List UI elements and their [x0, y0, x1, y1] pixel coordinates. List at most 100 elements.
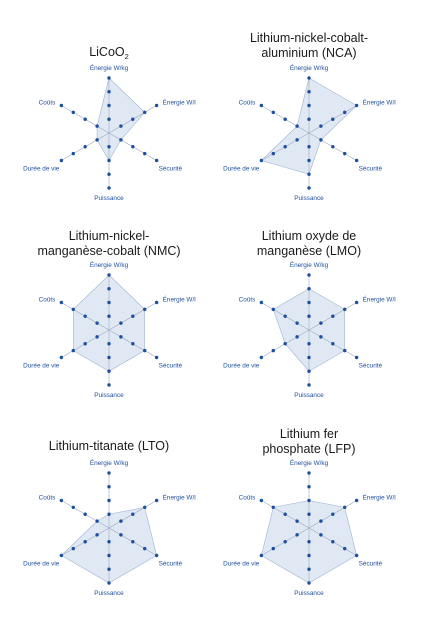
axis-tick-dot — [307, 186, 311, 190]
axis-tick-dot — [307, 355, 311, 360]
axis-tick-dot — [154, 103, 159, 108]
axis-tick-dot — [307, 287, 311, 291]
axis-tick-dot — [307, 553, 311, 558]
axis-tick-dot — [143, 348, 147, 353]
axis-tick-dot — [154, 158, 159, 163]
axis-tick-dot — [107, 485, 111, 489]
axis-tick-dot — [307, 90, 311, 94]
axis-tick-dot — [95, 519, 99, 523]
axis-tick-dot — [131, 540, 135, 544]
axis-tick-dot — [107, 314, 111, 318]
axis-tick-dot — [107, 471, 111, 475]
axis-tick-dot — [71, 348, 75, 353]
axis-label: Durée de vie — [23, 166, 60, 173]
axis-tick-dot — [343, 505, 347, 510]
axis-tick-dot — [307, 369, 311, 373]
axis-label: Coûts — [239, 100, 256, 107]
axis-tick-dot — [107, 186, 111, 190]
axis-tick-dot — [71, 505, 75, 510]
radar-chart-5: Lithium-titanate (LTO) Énergie W/kg Énergi… — [23, 439, 196, 597]
radar-chart-3: Lithium-nickel-manganèse-cobalt (NMC) Éne… — [23, 229, 196, 399]
axis-tick-dot — [331, 540, 335, 544]
axis-tick-dot — [295, 335, 299, 339]
axis-tick-dot — [307, 145, 311, 149]
axis-tick-dot — [107, 540, 111, 544]
axis-label: Coûts — [239, 495, 256, 502]
axis-tick-dot — [307, 342, 311, 346]
axis-tick-dot — [107, 355, 111, 360]
axis-tick-dot — [154, 355, 159, 360]
axis-label: Durée de vie — [23, 363, 60, 370]
radar-area — [96, 77, 146, 162]
axis-tick-dot — [307, 314, 311, 318]
axis-tick-dot — [307, 567, 311, 571]
axis-tick-dot — [143, 151, 147, 156]
axis-label: Énergie W/l — [363, 493, 396, 502]
radar-chart-1: LiCoO2 Énergie W/kg Énergie W/l Sécurité Pui… — [23, 45, 196, 202]
axis-tick-dot — [331, 342, 335, 346]
axis-label: Sécurité — [359, 166, 383, 173]
axis-tick-dot — [331, 117, 335, 121]
axis-tick-dot — [307, 76, 311, 80]
axis-label: Durée de vie — [223, 363, 260, 370]
axis-tick-dot — [259, 553, 264, 558]
axis-tick-dot — [119, 138, 123, 142]
axis-label: Puissance — [94, 195, 124, 202]
axis-tick-dot — [119, 335, 123, 339]
axis-tick-dot — [295, 533, 299, 537]
chart-title-line: manganèse-cobalt (NMC) — [37, 244, 180, 258]
axis-label: Énergie W/l — [363, 98, 396, 107]
axis-tick-dot — [83, 512, 87, 516]
axis-tick-dot — [119, 124, 123, 128]
axis-label: Énergie W/kg — [90, 63, 129, 72]
axis-tick-dot — [119, 519, 123, 523]
axis-tick-dot — [295, 321, 299, 325]
axis-label: Puissance — [294, 392, 324, 399]
axis-tick-dot — [107, 512, 111, 516]
axis-tick-dot — [131, 145, 135, 149]
axis-tick-dot — [107, 90, 111, 94]
axis-label: Sécurité — [159, 166, 183, 173]
axis-tick-dot — [283, 540, 287, 544]
axis-tick-dot — [259, 498, 264, 503]
axis-tick-dot — [307, 540, 311, 544]
chart-title-line: Lithium-nickel-cobalt- — [250, 31, 368, 45]
axis-tick-dot — [131, 342, 135, 346]
axis-tick-dot — [107, 581, 111, 585]
axis-label: Énergie W/kg — [290, 260, 329, 269]
axis-tick-dot — [107, 287, 111, 291]
axis-tick-dot — [143, 110, 147, 115]
axis-tick-dot — [143, 307, 147, 312]
axis-tick-dot — [131, 512, 135, 516]
axis-tick-dot — [71, 151, 75, 156]
axis-label: Sécurité — [359, 363, 383, 370]
axis-tick-dot — [331, 512, 335, 516]
axis-tick-dot — [107, 172, 111, 176]
axis-tick-dot — [154, 300, 159, 305]
radar-chart-2: Lithium-nickel-cobalt-aluminium (NCA) Éne… — [223, 31, 396, 202]
axis-tick-dot — [107, 553, 111, 558]
axis-tick-dot — [95, 533, 99, 537]
axis-label: Sécurité — [159, 561, 183, 568]
axis-tick-dot — [319, 138, 323, 142]
axis-tick-dot — [95, 321, 99, 325]
axis-label: Durée de vie — [223, 561, 260, 568]
axis-tick-dot — [307, 485, 311, 489]
axis-label: Durée de vie — [23, 561, 60, 568]
axis-tick-dot — [343, 110, 347, 115]
axis-tick-dot — [283, 342, 287, 346]
axis-label: Coûts — [39, 297, 56, 304]
axis-tick-dot — [131, 314, 135, 318]
axis-tick-dot — [307, 498, 311, 503]
axis-tick-dot — [107, 145, 111, 149]
axis-tick-dot — [271, 546, 275, 551]
axis-tick-dot — [143, 505, 147, 510]
axis-tick-dot — [271, 151, 275, 156]
axis-tick-dot — [107, 300, 111, 305]
axis-label: Énergie W/kg — [90, 458, 129, 467]
axis-tick-dot — [71, 546, 75, 551]
axis-tick-dot — [319, 533, 323, 537]
chart-title-line: Lithium oxyde de — [262, 229, 357, 243]
axis-tick-dot — [259, 300, 264, 305]
axis-tick-dot — [107, 103, 111, 108]
